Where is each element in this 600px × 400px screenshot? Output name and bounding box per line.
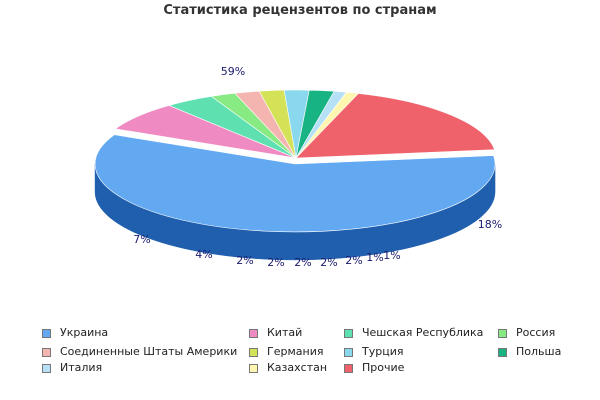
slice-percent-label: 59% [221,65,245,78]
slice-percent-label: 2% [320,256,337,269]
pie-slice[interactable] [295,93,495,159]
pie-slice[interactable] [94,134,496,233]
slice-percent-label: 18% [478,218,502,231]
slice-percent-label: 1% [366,251,383,264]
slice-percent-label: 7% [133,233,150,246]
slice-percent-label: 4% [195,248,212,261]
slice-percent-label: 2% [345,254,362,267]
slice-percent-label: 1% [383,249,400,262]
slice-percent-label: 2% [267,256,284,269]
slice-percent-label: 2% [294,256,311,269]
chart-title: Статистика рецензентов по странам [163,3,437,18]
slice-percent-label: 2% [236,254,253,267]
